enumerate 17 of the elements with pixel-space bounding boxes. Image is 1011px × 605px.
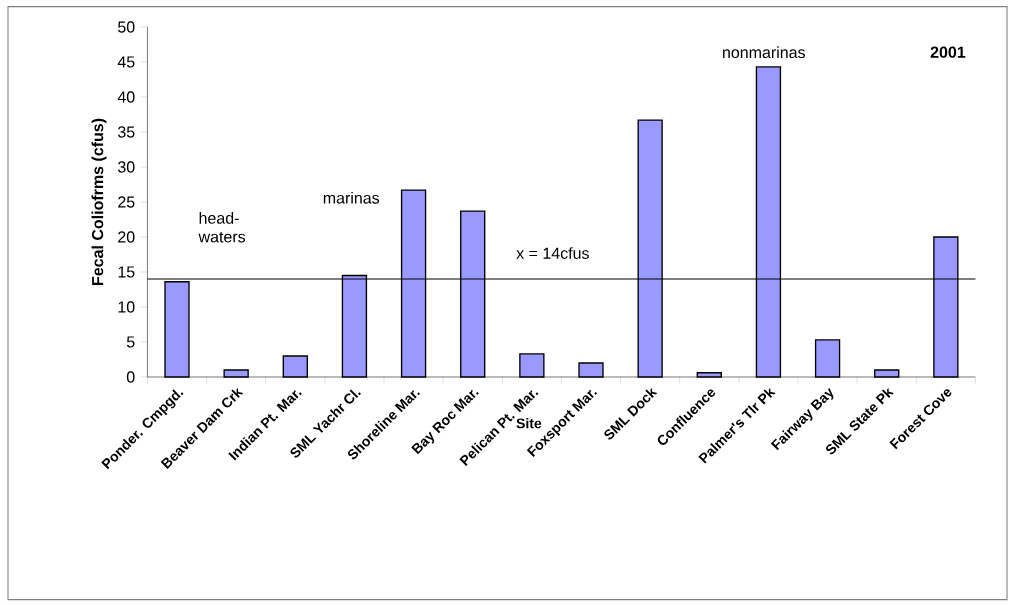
y-axis-title: Fecal Coliofrms (cfus)	[91, 118, 107, 285]
y-tick-label: 15	[118, 266, 135, 278]
annotation: 2001	[930, 46, 966, 58]
y-tick-label: 45	[117, 56, 135, 68]
annotation: head- waters	[198, 212, 246, 243]
y-tick-label: 10	[118, 301, 135, 313]
y-tick-label: 25	[118, 196, 135, 208]
y-tick-label: 5	[126, 336, 135, 348]
y-tick-label: 35	[117, 126, 135, 138]
y-tick-label: 20	[118, 231, 135, 243]
annotation: nonmarinas	[723, 46, 805, 59]
ref-line-label: x = 14cfus	[516, 247, 589, 259]
y-tick-label: 30	[117, 161, 135, 173]
annotation: marinas	[323, 191, 380, 204]
y-tick-label: 50	[118, 21, 135, 33]
y-tick-label: 40	[117, 91, 135, 103]
y-tick-label: 0	[126, 371, 135, 383]
